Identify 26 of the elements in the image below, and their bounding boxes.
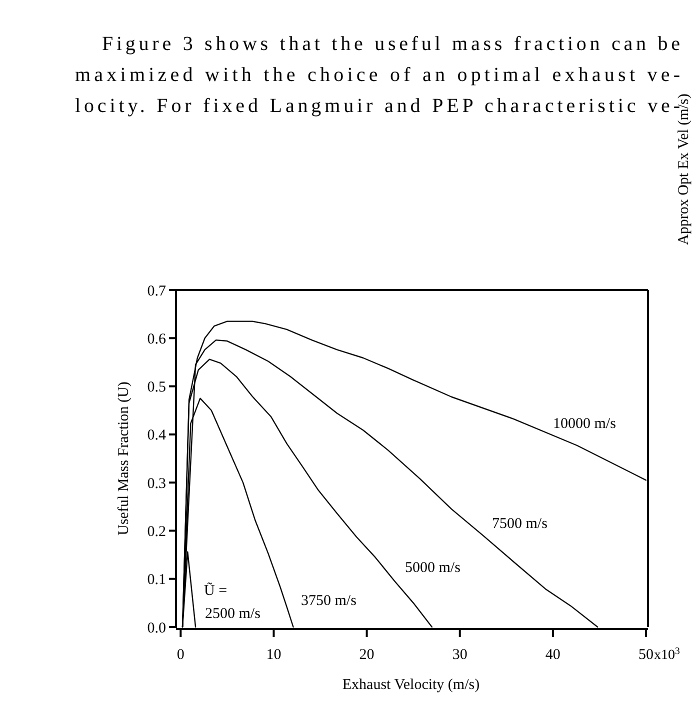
y-tick-label: 0.3 xyxy=(147,476,166,492)
series-label: 7500 m/s xyxy=(492,516,548,532)
series-label: 2500 m/s xyxy=(205,606,261,622)
y-tick-label: 0.6 xyxy=(147,331,166,348)
x-tick-label: 0 xyxy=(176,647,184,663)
x-tick-label: 20 xyxy=(359,647,374,663)
y-axis-title: Useful Mass Fraction (U) xyxy=(116,382,132,536)
text: x10$^{3}$ xyxy=(654,646,680,663)
x-tick-label: 30 xyxy=(452,647,468,663)
series-label: 3750 m/s xyxy=(301,593,357,609)
x-tick-label: 10 xyxy=(266,647,282,663)
y-tick-label: 0.5 xyxy=(147,380,166,396)
y-tick-label: 0.0 xyxy=(147,620,166,636)
x-tick-label: 50 xyxy=(638,647,654,663)
caption: Figure 3 shows that the useful mass fraction can be xyxy=(102,33,680,55)
x-axis-title: Exhaust Velocity (m/s) xyxy=(342,677,480,693)
y-tick-label: 0.7 xyxy=(147,283,166,300)
series-label: 5000 m/s xyxy=(405,560,461,576)
y-tick-label: 0.1 xyxy=(147,572,166,588)
y-tick-label: 0.2 xyxy=(147,524,166,540)
text: Approx Opt Ex Vel (m/s) xyxy=(676,94,692,245)
y-tick-label: 0.4 xyxy=(147,428,166,444)
series-label: 10000 m/s xyxy=(553,416,616,432)
annotation: Ũ = xyxy=(204,582,228,599)
text: maximized with the choice of an optimal exhaust ve- xyxy=(75,64,680,86)
x-tick-label: 40 xyxy=(545,647,560,663)
